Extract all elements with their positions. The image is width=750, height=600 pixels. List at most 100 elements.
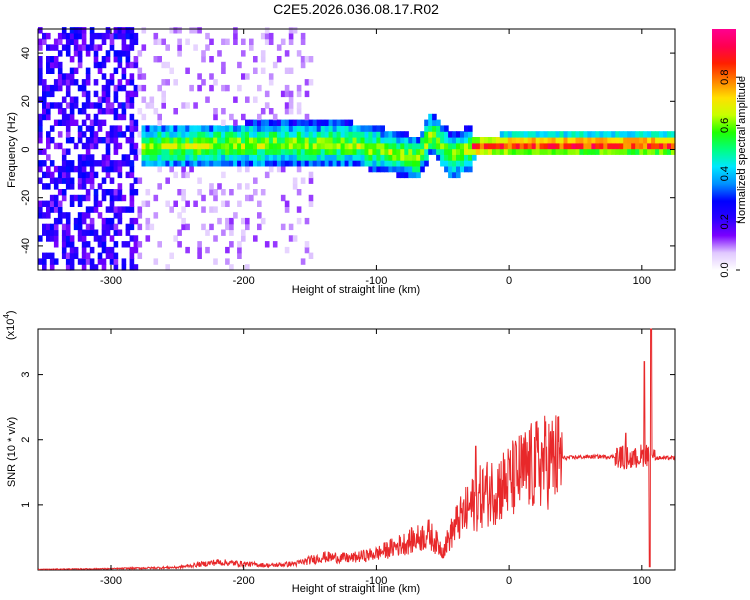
snr-y-ticks: 123 [20, 372, 675, 508]
spectrogram-cell [77, 160, 83, 167]
spectrogram-cell [61, 44, 67, 51]
spectrogram-cell [456, 165, 461, 173]
spectrogram-cell [615, 142, 620, 150]
spectrogram-cell [607, 148, 612, 155]
spectrogram-cell [101, 165, 107, 173]
spectrogram-cell [268, 160, 274, 167]
spectrogram-cell [499, 148, 505, 155]
spectrogram-cell [129, 96, 135, 103]
spectrogram-cell [38, 148, 43, 155]
spectrogram-cell [253, 154, 258, 161]
spectrogram-cell [555, 137, 561, 144]
spectrogram-cell [73, 102, 79, 109]
spectrogram-cell [416, 142, 421, 150]
spectrogram-cell [101, 235, 107, 242]
spectrogram-cell [260, 148, 266, 155]
spectrogram-cell [264, 137, 270, 144]
spectrogram-cell [193, 27, 198, 34]
spectrogram-cell [264, 160, 270, 167]
spectrogram-cell [121, 113, 127, 121]
spectrogram-cell [487, 142, 493, 150]
spectrogram-cell [213, 189, 218, 196]
spectrogram-cell [611, 148, 616, 155]
spectrogram-cell [284, 154, 290, 161]
spectrogram-cell [511, 131, 517, 138]
spectrogram-cell [436, 137, 441, 144]
spectrogram-cell [288, 148, 294, 155]
spectrogram-cell [61, 194, 67, 202]
spectrogram-cell [539, 148, 545, 155]
spectrogram-cell [603, 142, 608, 150]
spectrogram-cell [209, 137, 214, 144]
spectrogram-cell [53, 142, 59, 150]
spectrogram-cell [229, 148, 234, 155]
spectrogram-cell [237, 183, 242, 190]
spectrogram-cell [201, 148, 206, 155]
spectrogram-cell [117, 131, 123, 138]
spectrogram-cell [332, 119, 338, 126]
spectrogram-cell [448, 165, 453, 173]
spectrogram-cell [229, 264, 234, 271]
spectrogram-cell [384, 142, 389, 150]
spectrogram-cell [57, 61, 63, 69]
spectrogram-cell [85, 171, 91, 179]
spectrogram-cell [46, 165, 51, 173]
spectrogram-cell [105, 137, 111, 144]
spectrogram-cell [137, 212, 143, 219]
spectrogram-cell [85, 125, 91, 132]
spectrogram-cell [149, 160, 155, 167]
spectrogram-cell [85, 73, 91, 80]
spectrogram-cell [268, 79, 274, 86]
spectrogram-cell [97, 235, 103, 242]
spectrogram-cell [245, 165, 250, 173]
spectrogram-cell [109, 252, 115, 259]
spectrogram-cell [567, 142, 573, 150]
spectrogram-cell [225, 137, 230, 144]
spectrogram-cell [42, 264, 47, 271]
spectrogram-cell [396, 171, 401, 179]
spectrogram-cell [547, 131, 553, 138]
spectrogram-cell [264, 119, 270, 126]
spectrogram-cell [527, 142, 533, 150]
spectrogram-cell [225, 131, 230, 138]
spectrogram-cell [161, 160, 166, 167]
snr-x-ticks: -300 -200 -100 0 100 [100, 329, 651, 587]
spectrogram-cell [85, 241, 91, 248]
spectrogram-cell [201, 206, 206, 213]
spectrogram-cell [587, 137, 592, 144]
spectrogram-cell [241, 113, 246, 121]
spectrogram-cell [233, 96, 238, 103]
spectrogram-cell [205, 246, 210, 254]
spectrogram-cell [61, 246, 67, 254]
spectrogram-cell [149, 148, 155, 155]
spectrogram-cell [81, 108, 87, 115]
spectrogram-cell [137, 108, 143, 115]
spectrogram-cell [535, 137, 541, 144]
spectrogram-cell [595, 142, 600, 150]
spectrogram-cell [237, 131, 242, 138]
spectrogram-cell [376, 131, 381, 138]
spectrogram-cell [141, 44, 147, 51]
spectrogram-cell [57, 217, 63, 225]
spectrogram-cell [352, 137, 358, 144]
spectrogram-cell [221, 61, 226, 69]
spectrogram-cell [197, 189, 202, 196]
spectrogram-cell [655, 148, 660, 155]
spectrogram-cell [312, 148, 318, 155]
spectrogram-cell [209, 160, 214, 167]
spectrogram-cell [587, 131, 592, 138]
spectrogram-cell [129, 61, 135, 69]
spectrogram-cell [491, 137, 497, 144]
spectrogram-cell [85, 177, 91, 184]
spectrogram-cell [284, 131, 290, 138]
spectrogram-cell [531, 142, 537, 150]
x-tick-label: -100 [365, 275, 387, 287]
spectrogram-cell [499, 131, 505, 138]
spectrogram-cell [304, 119, 310, 126]
spectrogram-cell [276, 125, 282, 132]
spectrogram-cell [296, 148, 302, 155]
colorbar-tick-label: 0.8 [719, 70, 731, 85]
spectrogram-cell [213, 235, 218, 242]
spectrogram-cell [328, 160, 334, 167]
